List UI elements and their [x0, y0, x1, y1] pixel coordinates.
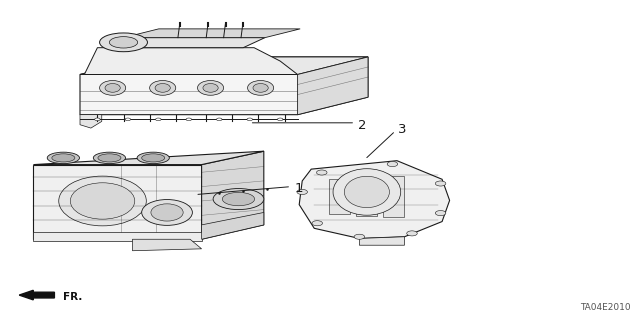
Polygon shape	[202, 151, 264, 239]
Text: 3: 3	[398, 123, 406, 136]
Ellipse shape	[155, 84, 170, 92]
Ellipse shape	[93, 152, 125, 164]
Polygon shape	[80, 57, 368, 115]
Ellipse shape	[278, 118, 283, 121]
Polygon shape	[360, 237, 404, 245]
Polygon shape	[298, 57, 368, 115]
Ellipse shape	[151, 204, 183, 221]
Polygon shape	[356, 177, 378, 216]
Ellipse shape	[333, 169, 401, 215]
Ellipse shape	[105, 84, 120, 92]
Ellipse shape	[253, 84, 268, 92]
Ellipse shape	[98, 154, 121, 162]
Polygon shape	[202, 212, 264, 239]
Ellipse shape	[216, 118, 222, 121]
Polygon shape	[124, 29, 300, 38]
Polygon shape	[33, 232, 202, 241]
Polygon shape	[106, 38, 265, 48]
Ellipse shape	[248, 80, 274, 95]
Ellipse shape	[47, 152, 79, 164]
Ellipse shape	[52, 154, 75, 162]
Ellipse shape	[435, 181, 446, 186]
Text: 1: 1	[294, 182, 303, 195]
Ellipse shape	[100, 33, 147, 52]
Polygon shape	[33, 151, 264, 165]
Ellipse shape	[344, 176, 389, 208]
Polygon shape	[132, 239, 202, 251]
Ellipse shape	[203, 84, 218, 92]
Polygon shape	[80, 115, 102, 128]
Text: TA04E2010: TA04E2010	[580, 303, 630, 312]
Ellipse shape	[435, 211, 446, 216]
Ellipse shape	[222, 192, 255, 206]
Ellipse shape	[141, 200, 193, 225]
FancyArrow shape	[19, 290, 54, 300]
Ellipse shape	[297, 189, 307, 195]
Polygon shape	[33, 165, 202, 239]
Text: FR.: FR.	[63, 292, 82, 302]
Text: 2: 2	[358, 119, 367, 131]
Ellipse shape	[156, 118, 161, 121]
Ellipse shape	[198, 80, 223, 95]
Ellipse shape	[407, 231, 417, 236]
Ellipse shape	[100, 80, 125, 95]
Polygon shape	[329, 179, 350, 213]
Ellipse shape	[59, 176, 147, 226]
Ellipse shape	[213, 189, 264, 210]
Ellipse shape	[137, 152, 170, 164]
Polygon shape	[84, 48, 298, 75]
Ellipse shape	[186, 118, 191, 121]
Ellipse shape	[312, 221, 323, 226]
Ellipse shape	[387, 161, 397, 167]
Ellipse shape	[317, 170, 327, 175]
Ellipse shape	[109, 37, 138, 48]
Ellipse shape	[247, 118, 252, 121]
Ellipse shape	[70, 183, 135, 219]
Ellipse shape	[141, 154, 164, 162]
Ellipse shape	[150, 80, 176, 95]
Ellipse shape	[354, 234, 365, 239]
Ellipse shape	[95, 118, 100, 121]
Ellipse shape	[125, 118, 131, 121]
Polygon shape	[80, 57, 368, 75]
Polygon shape	[300, 161, 449, 239]
Polygon shape	[383, 176, 404, 217]
